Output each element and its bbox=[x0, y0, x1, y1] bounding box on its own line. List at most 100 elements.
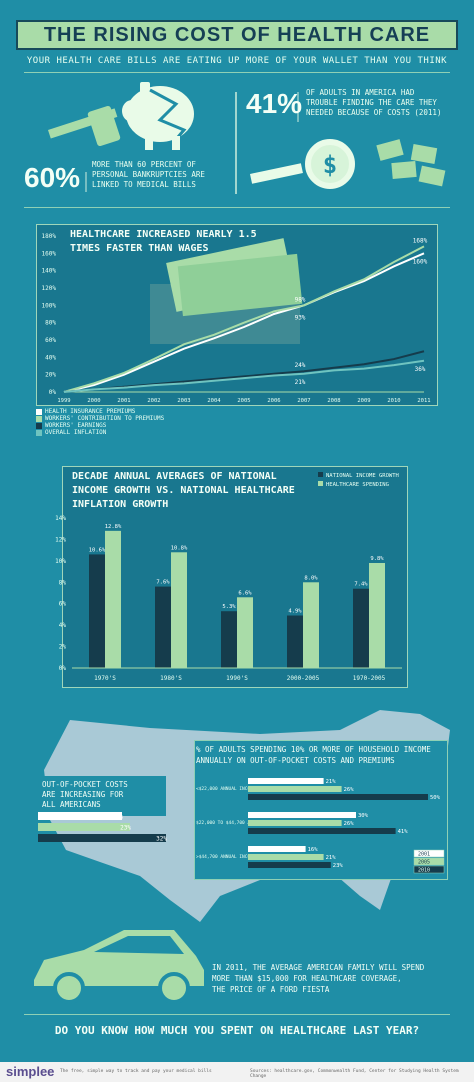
category-label: 1970'S bbox=[94, 675, 116, 682]
bar bbox=[248, 846, 306, 852]
category-label: 1990'S bbox=[226, 675, 248, 682]
bar-chart-title: DECADE ANNUAL AVERAGES OF NATIONAL INCOM… bbox=[72, 471, 295, 510]
y-tick-label: 160% bbox=[42, 250, 57, 257]
money-wallet-icon bbox=[150, 238, 303, 344]
category-label: >$44,700 ANNUAL INCOME bbox=[196, 854, 256, 860]
y-tick-label: 0% bbox=[49, 389, 57, 396]
data-label: 4.9% bbox=[288, 609, 302, 615]
legend-label: NATIONAL INCOME GROWTH bbox=[326, 473, 399, 479]
data-label: 24% bbox=[295, 362, 306, 369]
stat-41-percent: 41% bbox=[246, 88, 303, 119]
data-label: 21% bbox=[326, 779, 337, 785]
legend-label: 2001 bbox=[418, 852, 430, 858]
data-label: 7.6% bbox=[156, 580, 170, 586]
y-tick-label: 180% bbox=[42, 233, 57, 240]
legend-item: WORKERS' CONTRIBUTION TO PREMIUMS bbox=[36, 415, 164, 422]
y-tick-label: 100% bbox=[42, 302, 57, 309]
x-tick-label: 2004 bbox=[207, 398, 221, 404]
x-tick-label: 2001 bbox=[117, 398, 130, 404]
category-label: 1980'S bbox=[160, 675, 182, 682]
data-label: 8.0% bbox=[304, 575, 318, 581]
bar bbox=[248, 820, 342, 826]
title-banner: THE RISING COST OF HEALTH CARE bbox=[16, 20, 458, 50]
divider bbox=[24, 72, 450, 73]
divider bbox=[24, 207, 450, 208]
legend-label: 2005 bbox=[418, 860, 430, 866]
data-label: 10.8% bbox=[171, 545, 188, 551]
legend-swatch bbox=[318, 472, 323, 477]
bar bbox=[221, 611, 237, 668]
line-chart-title: HEALTHCARE INCREASED NEARLY 1.5 TIMES FA… bbox=[70, 229, 257, 254]
bar bbox=[38, 823, 130, 831]
data-label: 93% bbox=[295, 314, 306, 321]
data-label: 36% bbox=[415, 366, 426, 373]
legend-item: OVERALL INFLATION bbox=[36, 429, 164, 436]
data-label: 9.8% bbox=[370, 556, 384, 562]
line-chart-legend: HEALTH INSURANCE PREMIUMS WORKERS' CONTRI… bbox=[36, 408, 164, 436]
category-label: 1970-2005 bbox=[353, 675, 386, 682]
piggy-bank-icon bbox=[122, 82, 194, 150]
divider bbox=[24, 1014, 450, 1015]
category-label: $22,000 TO $44,700 ANNUAL INCOME bbox=[196, 820, 283, 826]
x-tick-label: 2005 bbox=[237, 398, 250, 404]
data-label: 10.6% bbox=[89, 547, 106, 553]
bar bbox=[248, 828, 396, 834]
bar bbox=[171, 552, 187, 668]
data-label: 21% bbox=[326, 855, 337, 861]
legend-swatch bbox=[413, 865, 445, 874]
footer: simplee The free, simple way to track an… bbox=[0, 1062, 474, 1082]
bar bbox=[287, 615, 303, 668]
x-tick-label: 2006 bbox=[267, 398, 280, 404]
bar-chart: 0% 2% 4% 6% 8% 10% 12% 14% NATIONAL INCOME GROWT… bbox=[55, 472, 402, 682]
x-tick-label: 2002 bbox=[147, 398, 160, 404]
category-label: 2000-2005 bbox=[287, 675, 320, 682]
series-line bbox=[63, 350, 425, 393]
y-tick-label: 12% bbox=[55, 536, 66, 543]
y-tick-label: 10% bbox=[55, 558, 66, 565]
category-label: <$22,000 ANNUAL INCOME bbox=[196, 786, 256, 792]
data-label: 50% bbox=[430, 795, 441, 801]
stat-60-text: MORE THAN 60 PERCENT OF PERSONAL BANKRUP… bbox=[92, 160, 205, 189]
oop-panel bbox=[40, 776, 166, 816]
magnifier-dollar-icon: $ bbox=[250, 139, 355, 189]
footer-sources: Sources: healthcare.gov, Commonwealth Fu… bbox=[250, 1069, 459, 1079]
y-tick-label: 120% bbox=[42, 285, 57, 292]
bar bbox=[248, 778, 324, 784]
bar bbox=[248, 794, 428, 800]
legend-swatch bbox=[413, 849, 445, 858]
bar bbox=[237, 597, 253, 668]
data-label: 168% bbox=[413, 237, 428, 244]
bar bbox=[248, 786, 342, 792]
income-title: % OF ADULTS SPENDING 10% OR MORE OF HOUS… bbox=[196, 745, 431, 765]
data-label: 21% bbox=[295, 379, 306, 386]
footer-tagline: The free, simple way to track and pay yo… bbox=[60, 1069, 212, 1074]
series-line bbox=[63, 245, 425, 393]
data-label: 26% bbox=[344, 821, 355, 827]
data-label: 16% bbox=[308, 847, 319, 853]
y-tick-label: 40% bbox=[45, 354, 56, 361]
x-tick-label: 2008 bbox=[327, 398, 340, 404]
bar bbox=[89, 554, 105, 668]
y-tick-label: 80% bbox=[45, 320, 56, 327]
y-tick-label: 60% bbox=[45, 337, 56, 344]
fiesta-text: IN 2011, THE AVERAGE AMERICAN FAMILY WIL… bbox=[212, 963, 425, 994]
series-line bbox=[63, 359, 425, 393]
data-label: 23% bbox=[120, 825, 131, 832]
legend-swatch bbox=[413, 857, 445, 866]
oop-chart: 21% 23% 32% bbox=[38, 812, 167, 843]
bar bbox=[38, 812, 122, 820]
legend-label: HEALTHCARE SPENDING bbox=[326, 482, 389, 488]
bar bbox=[155, 586, 171, 668]
data-label: 160% bbox=[413, 258, 428, 265]
data-label: 41% bbox=[398, 829, 409, 835]
line-chart: 0% 20% 40% 60% 80% 100% 120% 140% 160% 180% 1999 20… bbox=[42, 233, 431, 404]
bar bbox=[248, 812, 356, 818]
stat-60-percent: 60% bbox=[24, 162, 81, 193]
bar bbox=[303, 582, 319, 668]
money-bills-icon bbox=[376, 139, 446, 187]
x-tick-label: 1999 bbox=[57, 398, 70, 404]
x-tick-label: 2010 bbox=[387, 398, 400, 404]
data-label: 98% bbox=[295, 296, 306, 303]
y-tick-label: 4% bbox=[59, 622, 67, 629]
brand-logo[interactable]: simplee bbox=[6, 1064, 55, 1079]
